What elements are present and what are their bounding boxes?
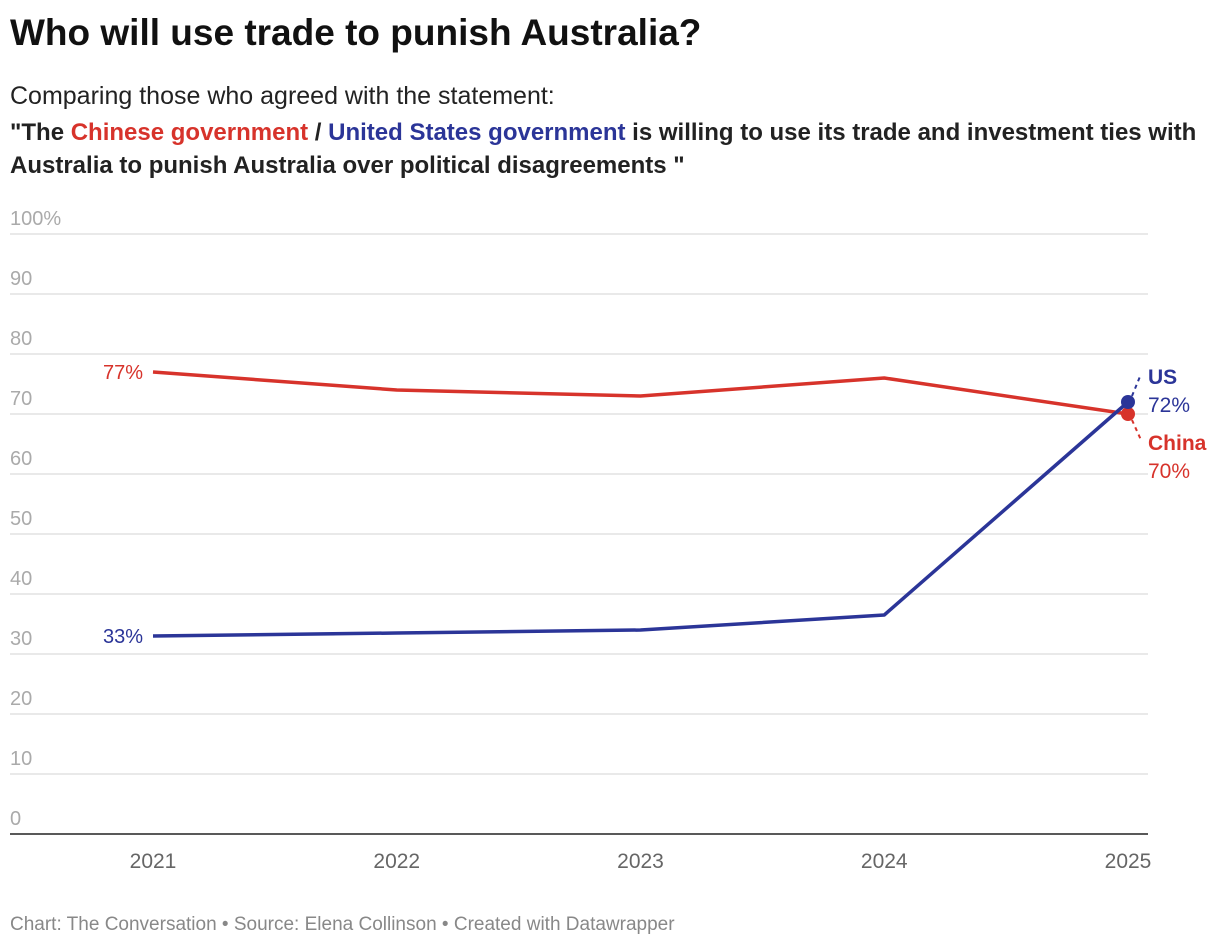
statement-sep: / (308, 119, 329, 146)
statement-china: Chinese government (70, 119, 309, 146)
end-label-china: 70% (1148, 460, 1190, 483)
y-tick-label: 90 (10, 268, 32, 290)
leader-line-us (1131, 373, 1142, 397)
statement-us: United States government (328, 119, 626, 146)
leader-line-china (1131, 419, 1142, 441)
y-tick-label: 80 (10, 328, 32, 350)
start-label-us: 33% (103, 626, 143, 648)
end-name-us: US (1148, 366, 1177, 389)
y-tick-label: 60 (10, 448, 32, 470)
statement: "The Chinese government / United States … (10, 116, 1210, 182)
statement-prefix: "The (10, 119, 71, 146)
footer: Chart: The Conversation • Source: Elena … (10, 914, 675, 935)
x-tick-label: 2024 (861, 850, 908, 873)
y-tick-label: 0 (10, 808, 21, 830)
end-name-china: China (1148, 432, 1207, 455)
x-tick-label: 2022 (373, 850, 420, 873)
series-line-china (152, 370, 1129, 416)
series-line-us (152, 400, 1130, 638)
chart-subtitle: Comparing those who agreed with the stat… (10, 82, 555, 110)
y-tick-label: 20 (10, 688, 32, 710)
y-tick-label: 30 (10, 628, 32, 650)
y-tick-label: 40 (10, 568, 32, 590)
end-label-us: 72% (1148, 394, 1190, 417)
y-tick-label: 70 (10, 388, 32, 410)
x-tick-label: 2021 (130, 850, 177, 873)
x-tick-label: 2025 (1105, 850, 1152, 873)
y-tick-label: 100% (10, 208, 61, 230)
chart-title: Who will use trade to punish Australia? (10, 12, 702, 53)
start-label-china: 77% (103, 362, 143, 384)
y-tick-label: 50 (10, 508, 32, 530)
x-tick-label: 2023 (617, 850, 664, 873)
data-point-us (1121, 395, 1135, 409)
statement-suffix: is willing to use its trade and investme… (10, 119, 1197, 179)
y-tick-label: 10 (10, 748, 32, 770)
data-point-china (1121, 407, 1135, 421)
